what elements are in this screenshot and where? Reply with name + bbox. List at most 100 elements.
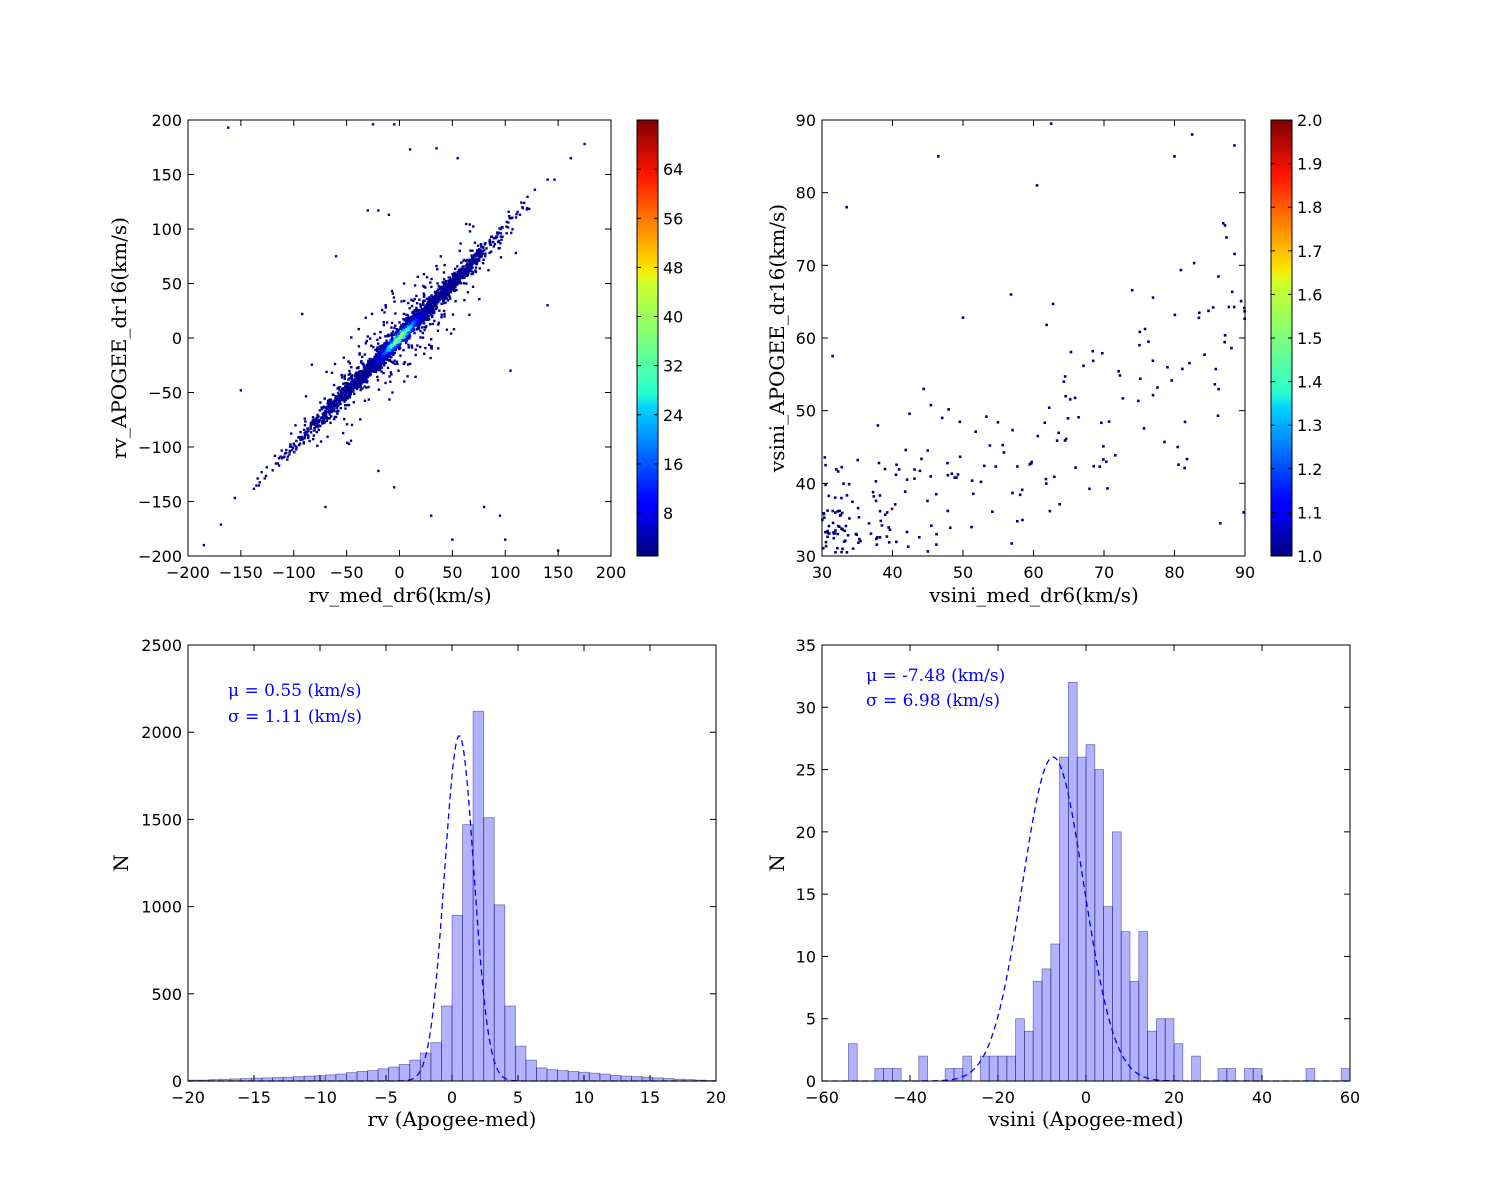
scatter-point — [831, 354, 834, 358]
scatter-point — [307, 429, 310, 433]
scatter-point — [398, 347, 401, 351]
scatter-point — [869, 532, 873, 535]
x-tick-label: 70 — [1094, 563, 1114, 582]
scatter-point — [481, 250, 484, 253]
x-tick-label: −5 — [374, 1088, 398, 1107]
scatter-point — [416, 324, 420, 327]
vsini-scatter-xlabel: vsini_med_dr6(km/s) — [928, 583, 1139, 607]
scatter-point — [330, 371, 334, 374]
scatter-point — [970, 479, 974, 482]
scatter-point — [421, 336, 425, 339]
scatter-point — [382, 362, 386, 365]
scatter-point — [306, 431, 309, 434]
scatter-point — [373, 358, 376, 361]
scatter-point — [434, 296, 438, 299]
scatter-point — [439, 297, 443, 300]
x-tick-label: 20 — [1164, 1088, 1184, 1107]
scatter-point — [458, 249, 461, 253]
scatter-point — [274, 462, 278, 465]
scatter-point — [475, 254, 479, 257]
scatter-point — [883, 467, 887, 471]
scatter-point — [1177, 463, 1180, 466]
scatter-point — [345, 423, 349, 426]
scatter-point — [395, 328, 399, 331]
scatter-point — [420, 309, 424, 312]
scatter-point — [473, 255, 476, 258]
scatter-point — [509, 216, 513, 220]
scatter-point — [442, 297, 445, 301]
scatter-point — [409, 319, 412, 322]
scatter-point — [390, 340, 393, 343]
scatter-point — [358, 378, 361, 381]
scatter-point — [1045, 323, 1048, 327]
scatter-point — [372, 345, 375, 349]
scatter-point — [316, 423, 319, 426]
scatter-point — [402, 317, 405, 321]
x-tick-label: −10 — [303, 1088, 337, 1107]
scatter-point — [831, 509, 835, 513]
scatter-point — [390, 360, 393, 363]
scatter-point — [390, 289, 394, 293]
scatter-point — [905, 478, 909, 481]
scatter-point — [479, 255, 482, 259]
scatter-point — [383, 347, 387, 350]
scatter-point — [408, 306, 411, 310]
scatter-point — [444, 292, 448, 295]
scatter-point — [347, 403, 351, 407]
rv-histogram-ticks: −20 −15 −10 −5 0 5 10 15 20 0 500 1000 1500 2000 2500 — [141, 636, 726, 1107]
histogram-bar — [525, 1059, 537, 1082]
y-tick-label: 40 — [796, 474, 816, 493]
scatter-point — [341, 431, 345, 435]
scatter-point — [878, 494, 882, 497]
scatter-point — [349, 439, 353, 442]
y-tick-label: 30 — [796, 547, 816, 566]
scatter-point — [472, 225, 475, 228]
scatter-point — [442, 301, 446, 305]
histogram-bar — [883, 1068, 893, 1082]
scatter-point — [326, 417, 330, 420]
scatter-point — [350, 375, 353, 378]
scatter-point — [445, 297, 449, 300]
scatter-point — [362, 369, 366, 373]
scatter-point — [454, 274, 458, 278]
scatter-point — [370, 369, 373, 373]
x-tick-label: 60 — [1023, 563, 1043, 582]
scatter-point — [446, 290, 449, 293]
scatter-point — [457, 279, 461, 282]
histogram-bar — [588, 1072, 601, 1082]
scatter-point — [359, 370, 363, 374]
y-tick-label: 2000 — [141, 723, 182, 742]
scatter-point — [955, 476, 958, 479]
scatter-point — [302, 428, 306, 432]
scatter-point — [322, 412, 325, 415]
scatter-point — [436, 297, 440, 300]
scatter-point — [429, 295, 432, 299]
scatter-point — [342, 396, 345, 400]
scatter-point — [950, 472, 954, 476]
scatter-point — [1138, 377, 1142, 381]
scatter-point — [1188, 361, 1191, 365]
scatter-point — [404, 325, 407, 328]
x-tick-label: 30 — [812, 563, 832, 582]
scatter-point — [368, 337, 372, 340]
histogram-bar — [620, 1075, 632, 1082]
scatter-point — [252, 487, 256, 490]
histogram-bar — [1024, 1030, 1034, 1082]
scatter-point — [459, 268, 462, 272]
y-tick-label: 100 — [151, 220, 182, 239]
scatter-point — [410, 346, 414, 349]
scatter-point — [1214, 367, 1218, 371]
scatter-point — [309, 427, 312, 431]
scatter-point — [388, 398, 391, 401]
scatter-point — [422, 321, 425, 324]
scatter-point — [328, 413, 331, 416]
scatter-point — [824, 530, 827, 534]
scatter-point — [410, 304, 414, 308]
scatter-point — [433, 310, 436, 314]
scatter-point — [320, 419, 324, 422]
scatter-point — [470, 254, 473, 257]
scatter-point — [468, 230, 472, 233]
scatter-point — [370, 359, 373, 363]
scatter-point — [423, 315, 426, 318]
scatter-point — [370, 344, 373, 347]
